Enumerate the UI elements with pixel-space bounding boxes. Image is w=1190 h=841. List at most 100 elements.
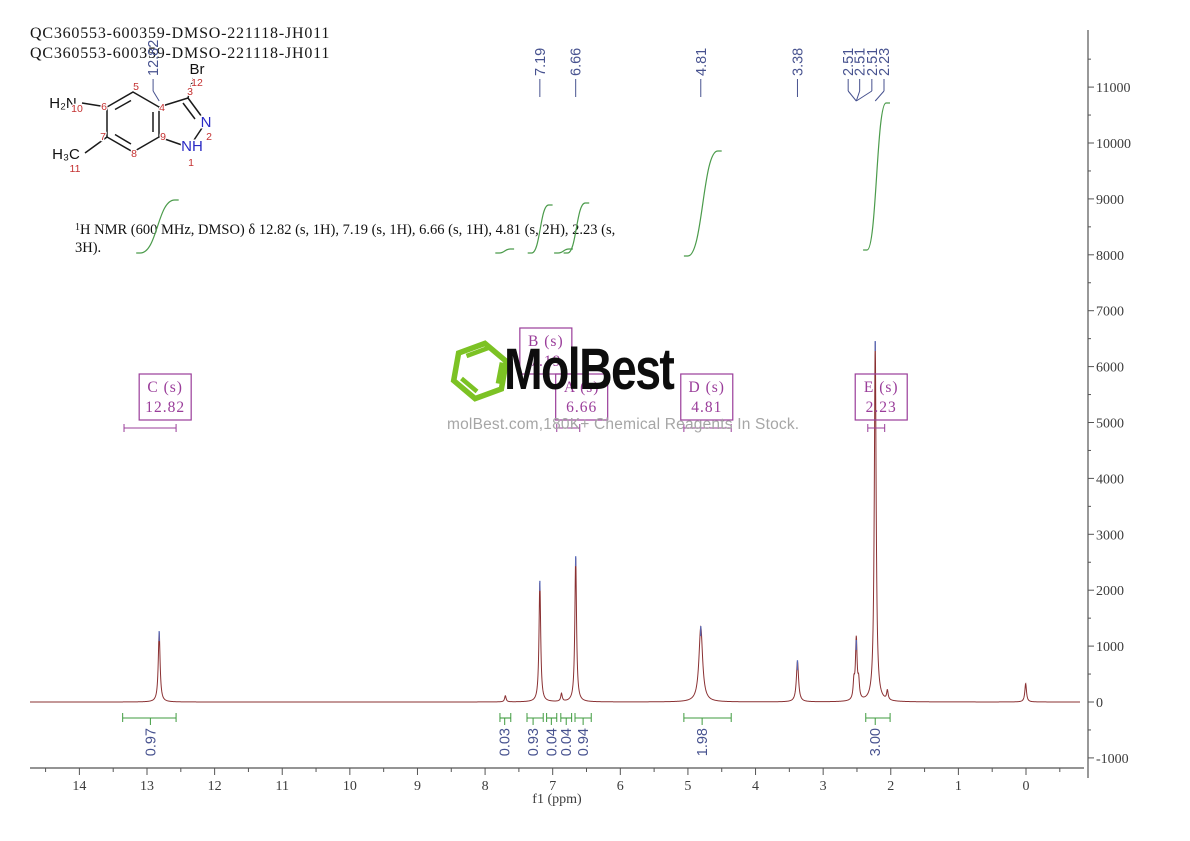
atom-number-7: 7 [100,131,106,143]
peak-pick-label: 2.51 [865,48,881,76]
annotation-value: 7.19 [530,353,561,370]
peak-pick-label: 6.66 [569,48,585,76]
bromine-label: Br [190,61,205,78]
sample-title-block: QC360553-600359-DMSO-221118-JH011 QC3605… [30,24,330,63]
x-tick-label: 6 [617,779,624,794]
y-tick-label: 3000 [1096,528,1124,543]
ring-nitrogen-label: N [201,114,212,131]
integral-curve [563,202,590,254]
peak-pick-label: 2.23 [877,48,893,76]
peak-pick-label: 7.19 [533,48,549,76]
peak-pick-connector [855,90,861,102]
sample-id-line-1: QC360553-600359-DMSO-221118-JH011 [30,25,331,42]
nmr-assignment-text: 1H NMR (600 MHz, DMSO) δ 12.82 (s, 1H), … [75,219,627,257]
atom-number-12: 12 [191,77,203,89]
integral-value: 0.03 [498,728,514,756]
integral-curve [863,102,890,251]
annotation-label: A (s) [564,379,600,396]
annotation-box [854,373,908,421]
x-tick-label: 11 [275,779,288,794]
x-axis-title: f1 (ppm) [532,792,582,807]
y-tick-label: 7000 [1096,305,1124,320]
spectrum-trace [30,341,1080,703]
annotation-box [138,373,192,421]
x-tick-label: 1 [955,779,962,794]
annotation-label: C (s) [147,379,183,396]
annotation-label: E (s) [864,379,899,396]
integral-curve [683,150,722,257]
integral-curve [495,248,515,254]
x-tick-label: 9 [414,779,421,794]
caption-superscript: 1 [75,222,80,233]
y-tick-label: -1000 [1096,752,1129,767]
bond-lines [81,77,203,154]
caption-line-1: H NMR (600 MHz, DMSO) δ 12.82 (s, 1H), 7… [80,222,616,238]
amine-label: H₂N [49,95,77,112]
benzene-hexagon-icon [450,340,510,402]
peak-pick-label: 4.81 [694,48,710,76]
integral-value: 0.94 [576,728,592,756]
atom-number-1: 1 [188,157,194,169]
x-tick-label: 4 [752,779,759,794]
atom-number-2: 2 [206,131,212,143]
atom-number-11: 11 [70,163,81,175]
ring-nh-label: NH [181,138,203,155]
methyl-label: H₃C [52,146,80,163]
integral-value: 0.04 [544,728,560,756]
x-tick-label: 14 [72,779,86,794]
annotation-value: 6.66 [566,399,597,416]
annotation-box [555,373,609,421]
annotation-value: 12.82 [145,399,185,416]
caption-line-2: 3H). [75,240,102,256]
molecule-structure: H₂N H₃C Br N NH 1 2 3 4 5 6 7 8 9 10 11 … [48,60,214,177]
molbest-tagline: molBest.com,180K+ Chemical Reagents In S… [447,416,800,433]
atom-numbers: 1 2 3 4 5 6 7 8 9 10 11 12 [68,76,213,177]
annotation-label: D (s) [689,379,725,396]
atom-number-3: 3 [187,86,193,98]
atom-number-6: 6 [101,101,107,113]
x-tick-label: 12 [208,779,222,794]
y-tick-label: 6000 [1096,361,1124,376]
integral-curve [136,199,179,254]
y-tick-label: 5000 [1096,417,1124,432]
x-tick-label: 2 [887,779,894,794]
atom-number-5: 5 [133,81,139,93]
annotation-label: B (s) [528,333,564,350]
peak-pick-label: 2.51 [853,48,869,76]
x-tick-label: 8 [482,779,489,794]
atom-number-8: 8 [131,148,137,160]
sample-id-line-2: QC360553-600359-DMSO-221118-JH011 [30,44,331,62]
x-tick-label: 10 [343,779,357,794]
peak-pick-connector [847,90,857,102]
peak-pick-label: 12.82 [146,40,162,76]
integral-value: 0.04 [559,728,575,756]
y-tick-label: 8000 [1096,249,1124,264]
y-tick-label: 1000 [1096,640,1124,655]
integral-curve [554,248,573,254]
integral-value: 0.97 [143,728,159,756]
x-tick-label: 0 [1023,779,1030,794]
x-tick-label: 7 [549,779,556,794]
integral-curve [527,204,553,254]
molbest-wordmark: MolBest [504,337,675,402]
peak-pick-label: 2.51 [841,48,857,76]
atom-number-4: 4 [159,102,165,114]
peak-pick-connector [856,90,873,102]
y-tick-label: 10000 [1096,137,1131,152]
molbest-watermark: MolBest molBest.com,180K+ Chemical Reage… [440,330,799,440]
y-tick-label: 4000 [1096,472,1124,487]
x-tick-label: 5 [684,779,691,794]
annotation-box [680,373,734,421]
atom-labels: H₂N H₃C Br N NH [48,60,213,165]
peak-pick-connector [874,90,885,102]
x-tick-label: 13 [140,779,154,794]
peak-pick-label: 3.38 [791,48,807,76]
x-tick-label: 3 [820,779,827,794]
annotation-value: 4.81 [691,399,722,416]
atom-number-10: 10 [71,103,83,115]
y-tick-label: 9000 [1096,193,1124,208]
integral-value: 3.00 [868,728,884,756]
y-tick-label: 11000 [1096,81,1130,96]
